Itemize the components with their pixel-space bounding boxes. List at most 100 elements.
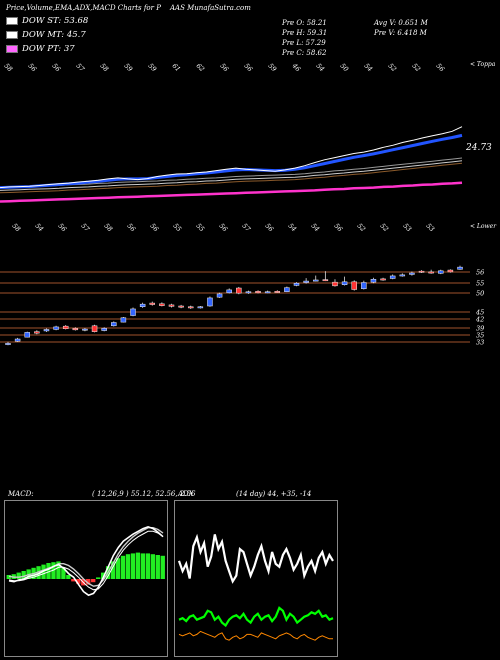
top-tick-label: 54 <box>315 62 327 74</box>
macd-histogram-bar <box>46 563 51 579</box>
top-tick-label: 52 <box>411 62 423 74</box>
bottom-tick-label: 54 <box>34 222 46 234</box>
top-tick-label: 56 <box>219 62 231 74</box>
macd-line <box>8 525 164 597</box>
bottom-tick-label: 53 <box>425 222 437 234</box>
legend-swatch-icon <box>6 17 18 25</box>
candle-body <box>24 332 30 338</box>
candle-body <box>380 278 386 281</box>
bottom-tick-label: 56 <box>333 222 345 234</box>
candle-body <box>332 281 338 287</box>
candle-body <box>274 291 281 293</box>
candle-body <box>361 282 367 290</box>
top-tick-label: 61 <box>171 62 183 74</box>
legend-label: DOW PT: 37 <box>22 44 75 54</box>
candle-body <box>293 283 300 286</box>
candle-body <box>264 291 271 294</box>
candle-body <box>322 279 329 282</box>
close-line <box>0 126 463 189</box>
bottom-tick-label: 57 <box>241 222 253 234</box>
candle-body <box>14 338 21 342</box>
ema-mid-line <box>0 162 463 194</box>
bottom-tick-label: 55 <box>172 222 184 234</box>
macd-histogram-bar <box>56 561 61 579</box>
top-tick-label: 59 <box>147 62 159 74</box>
macd-histogram-bar <box>6 575 11 579</box>
candle-body <box>226 289 232 294</box>
macd-histogram-bar <box>71 579 76 582</box>
adx-title: ADX <box>178 490 194 498</box>
chart-title: Price,Volume,EMA,ADX,MACD Charts for P <box>6 4 161 12</box>
ema-short-line <box>0 133 463 190</box>
top-tick-label: 56 <box>51 62 63 74</box>
legend-label: DOW MT: 45.7 <box>22 30 86 40</box>
top-tick-label: 58 <box>3 62 15 74</box>
legend-dow-mt: DOW MT: 45.7 <box>6 30 86 40</box>
ohlc-high: Pre H: 59.31 <box>282 29 328 37</box>
macd-signal-line <box>8 530 164 591</box>
last-value-label: 24.73 <box>465 143 492 153</box>
macd-histogram-bar <box>145 553 151 579</box>
ohlc-low: Pre L: 57.29 <box>282 39 326 47</box>
ohlc-pre-volume: Pre V: 6.418 M <box>374 29 427 37</box>
bottom-tick-label: 56 <box>218 222 230 234</box>
candle-body <box>168 304 175 307</box>
bottom-tick-label: 56 <box>126 222 138 234</box>
macd-histogram-bar <box>155 555 160 579</box>
top-tick-label: 56 <box>435 62 447 74</box>
legend-label: DOW ST: 53.68 <box>22 16 89 26</box>
candle-body <box>53 326 59 330</box>
level-label: 50 <box>476 290 484 298</box>
bottom-tick-label: 58 <box>103 222 115 234</box>
top-tick-label: 56 <box>27 62 39 74</box>
candle-body <box>428 271 434 274</box>
macd-histogram-bar <box>96 577 101 579</box>
level-label: 56 <box>476 269 484 277</box>
top-tick-label: 58 <box>99 62 111 74</box>
ema-long-line <box>0 181 463 203</box>
candle-body <box>207 297 213 307</box>
top-tick-label: 50 <box>339 62 351 74</box>
candle-body <box>236 287 242 294</box>
bottom-tick-label: 56 <box>57 222 69 234</box>
candle-body <box>255 291 261 294</box>
ema-band-line <box>0 160 463 191</box>
candle-body <box>72 328 79 331</box>
legend-swatch-icon <box>6 31 18 39</box>
macd-signal-shadow-line <box>8 527 164 587</box>
candle-body <box>91 325 98 332</box>
candle-body <box>245 291 252 294</box>
candle-body <box>178 305 184 308</box>
macd-histogram-bar <box>115 558 121 579</box>
legend-dow-pt: DOW PT: 37 <box>6 44 75 54</box>
price-chart: 58 56 56 57 58 59 59 61 62 56 56 59 46 54 50 54 52 52 56 < … <box>0 61 497 347</box>
candle-body <box>187 306 194 309</box>
candle-body <box>5 343 11 345</box>
site-name: AAS MunafaSutra.com <box>170 4 251 12</box>
candle-body <box>457 266 463 270</box>
candle-body <box>62 325 69 329</box>
top-label-suffix: < Toppa <box>470 61 496 68</box>
candle-body <box>101 328 107 331</box>
candle-body <box>351 281 357 290</box>
top-tick-label: 46 <box>290 61 302 73</box>
candle-body <box>34 331 40 334</box>
minus-di-line <box>178 630 333 641</box>
macd-histogram-bar <box>86 579 91 585</box>
candle-body <box>303 280 309 283</box>
top-tick-label: 57 <box>75 62 87 74</box>
macd-panel <box>4 500 168 657</box>
bottom-tick-label: 58 <box>11 222 23 234</box>
legend-swatch-icon <box>6 45 18 53</box>
macd-histogram-bar <box>135 552 141 579</box>
candle-body <box>139 303 146 307</box>
candle-body <box>389 275 396 279</box>
bottom-tick-label: 52 <box>379 222 391 234</box>
candle-body <box>216 293 223 298</box>
macd-histogram-bar <box>130 553 136 579</box>
ohlc-avg-volume: Avg V: 0.651 M <box>374 19 428 27</box>
macd-histogram-bar <box>120 555 126 579</box>
level-label: 42 <box>475 316 484 324</box>
bottom-tick-label: 57 <box>80 222 92 234</box>
candle-body <box>447 269 454 273</box>
